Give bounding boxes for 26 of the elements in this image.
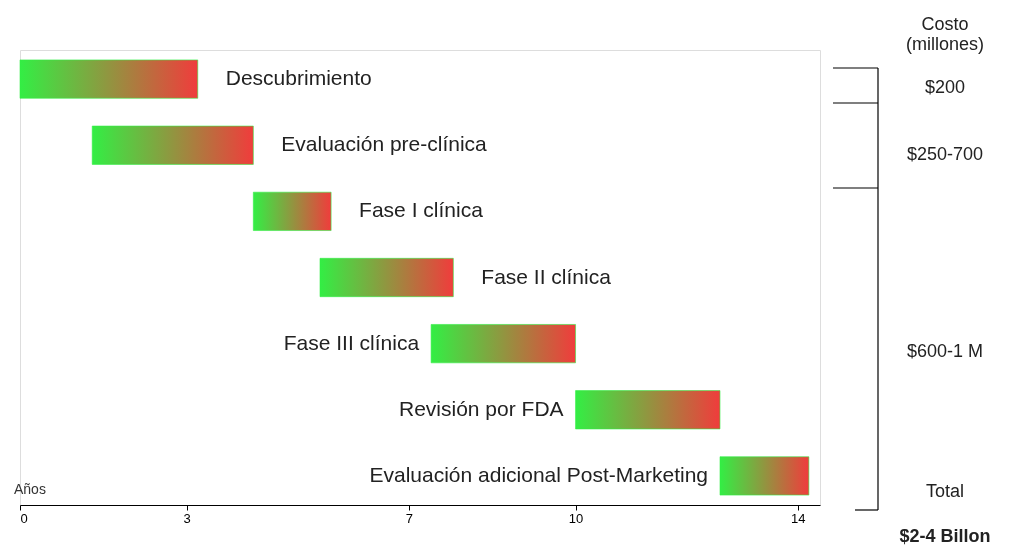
- x-tick-label: 0: [20, 510, 28, 526]
- text: $250-700: [906, 144, 984, 164]
- x-tick-label: 3: [183, 510, 191, 526]
- text: Costo (millones): [905, 14, 985, 54]
- text: $600-1 M: [906, 341, 984, 361]
- x-tick-label: 10: [568, 510, 584, 526]
- text: $200: [924, 77, 966, 97]
- y-tick-label: Descubrimiento: [225, 66, 372, 90]
- bar: [319, 258, 454, 297]
- y-tick-label: Fase III clínica: [283, 330, 420, 354]
- y-tick-label: Revisión por FDA: [398, 396, 564, 420]
- bar: [575, 390, 721, 430]
- bar: [19, 59, 199, 99]
- y-tick-label: Evaluación adicional Post-Marketing: [369, 462, 708, 486]
- bar: [719, 456, 810, 496]
- y-tick-label: Evaluación pre-clínica: [281, 132, 488, 156]
- x-tick-label: 14: [791, 510, 806, 526]
- y-tick-label: Fase I clínica: [359, 198, 484, 222]
- bar: [253, 191, 332, 231]
- text: $2-4 Billon: [899, 526, 991, 546]
- x-axis-title: Años: [14, 481, 46, 497]
- bar: [430, 324, 576, 364]
- y-tick-label: Fase II clínica: [481, 264, 612, 288]
- x-tick-label: 7: [405, 510, 414, 526]
- text: Total: [925, 481, 965, 501]
- bar: [91, 125, 254, 165]
